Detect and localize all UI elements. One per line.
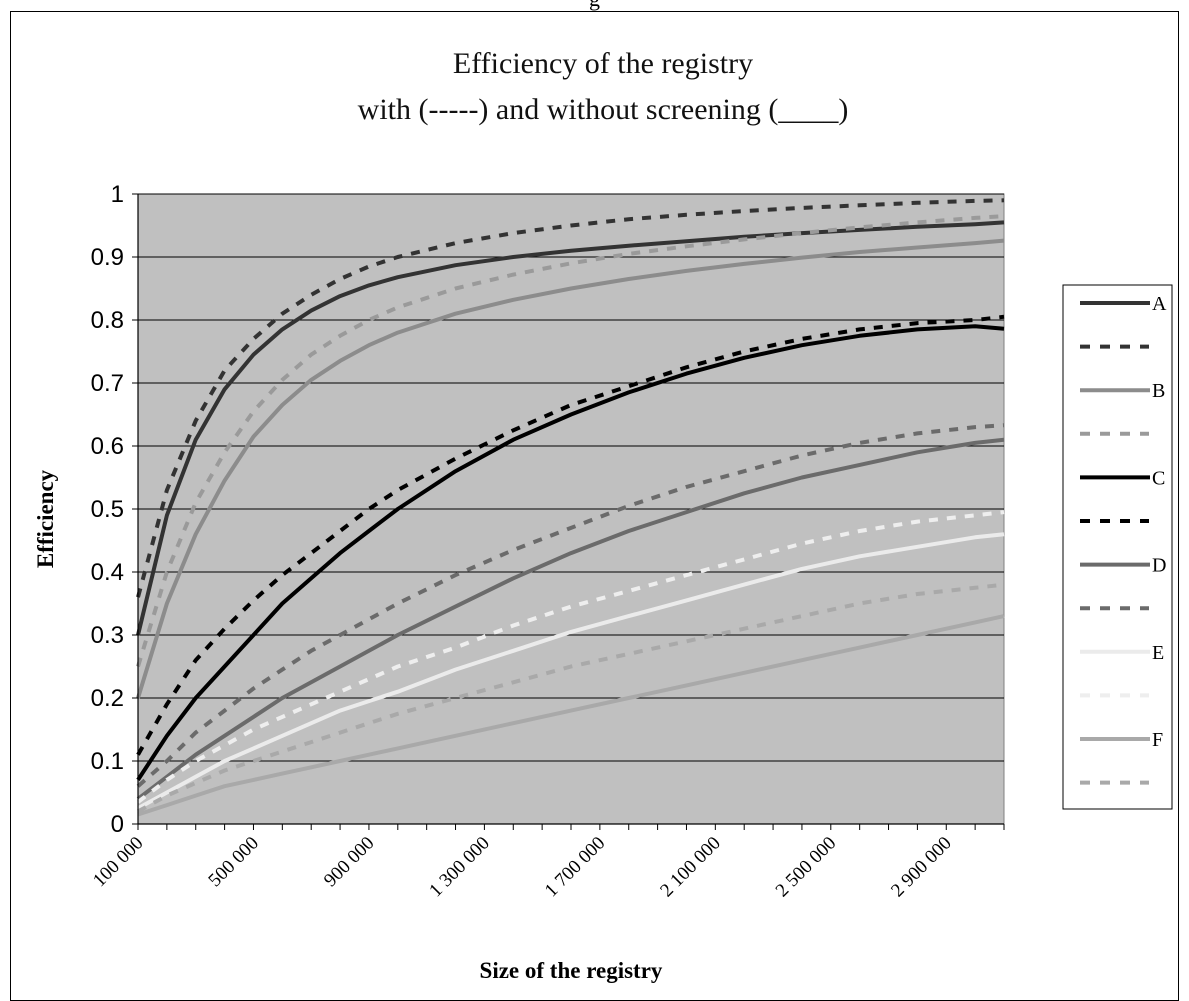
- y-tick-label: 0.3: [91, 622, 124, 649]
- series-line-5: [136, 314, 1005, 756]
- series-line-3: [136, 214, 1005, 668]
- series-line-6: [136, 437, 1005, 801]
- axes: [132, 193, 1005, 830]
- series-line-7: [136, 423, 1005, 788]
- x-tick-label: 2 500 000: [772, 833, 841, 902]
- y-tick-label: 0.5: [91, 496, 124, 523]
- y-axis-title: Efficiency: [33, 469, 58, 568]
- legend-label-c: C: [1152, 467, 1165, 489]
- legend-label-e: E: [1152, 642, 1164, 664]
- series-lines: [136, 198, 1005, 817]
- legend-label-a: A: [1152, 293, 1167, 315]
- efficiency-chart: Efficiency of the registry with (-----) …: [33, 47, 1173, 983]
- y-tick-label: 0.7: [91, 370, 124, 397]
- y-tick-label: 0.6: [91, 433, 124, 460]
- legend-label-d: D: [1152, 555, 1166, 577]
- chart-title-line-2: with (-----) and without screening (____…: [358, 93, 849, 126]
- chart-frame: Efficiency of the registry with (-----) …: [10, 11, 1179, 1001]
- x-tick-labels: 100 000 500 000 900 000 1 300 000 1 700 000 2…: [89, 833, 956, 902]
- legend-box: [1062, 284, 1173, 810]
- series-line-2: [136, 238, 1005, 699]
- series-line-9: [136, 510, 1005, 804]
- y-tick-label: 0.2: [91, 685, 124, 712]
- y-tick-label: 0.9: [91, 244, 124, 271]
- x-tick-label: 500 000: [204, 833, 263, 892]
- chart-title-line-1: Efficiency of the registry: [453, 47, 753, 80]
- series-line-0: [136, 220, 1005, 636]
- y-tick-label: 0: [111, 811, 124, 838]
- x-tick-label: 1 300 000: [425, 833, 494, 902]
- series-line-8: [137, 532, 1005, 811]
- y-tick-label: 0.4: [91, 559, 124, 586]
- x-tick-label: 100 000: [89, 833, 148, 892]
- legend: A B C D E F: [1062, 284, 1173, 810]
- chart-title: Efficiency of the registry with (-----) …: [358, 47, 849, 126]
- y-tick-label: 1: [111, 181, 124, 208]
- y-tick-label: 0.1: [91, 748, 124, 775]
- series-line-10: [137, 614, 1005, 817]
- legend-label-b: B: [1152, 380, 1165, 402]
- x-tick-label: 1 700 000: [541, 833, 610, 902]
- y-tick-labels: 0 0.1 0.2 0.3 0.4 0.5 0.6 0.7 0.8 0.9 1: [91, 181, 124, 838]
- y-tick-label: 0.8: [91, 307, 124, 334]
- x-tick-label: 900 000: [320, 833, 379, 892]
- legend-label-f: F: [1152, 729, 1163, 751]
- x-tick-label: 2 100 000: [656, 833, 725, 902]
- series-line-4: [136, 324, 1005, 781]
- x-tick-label: 2 900 000: [887, 833, 956, 902]
- x-axis-title: Size of the registry: [480, 958, 663, 983]
- header-fragment: g: [0, 0, 1189, 10]
- series-line-1: [136, 198, 1005, 598]
